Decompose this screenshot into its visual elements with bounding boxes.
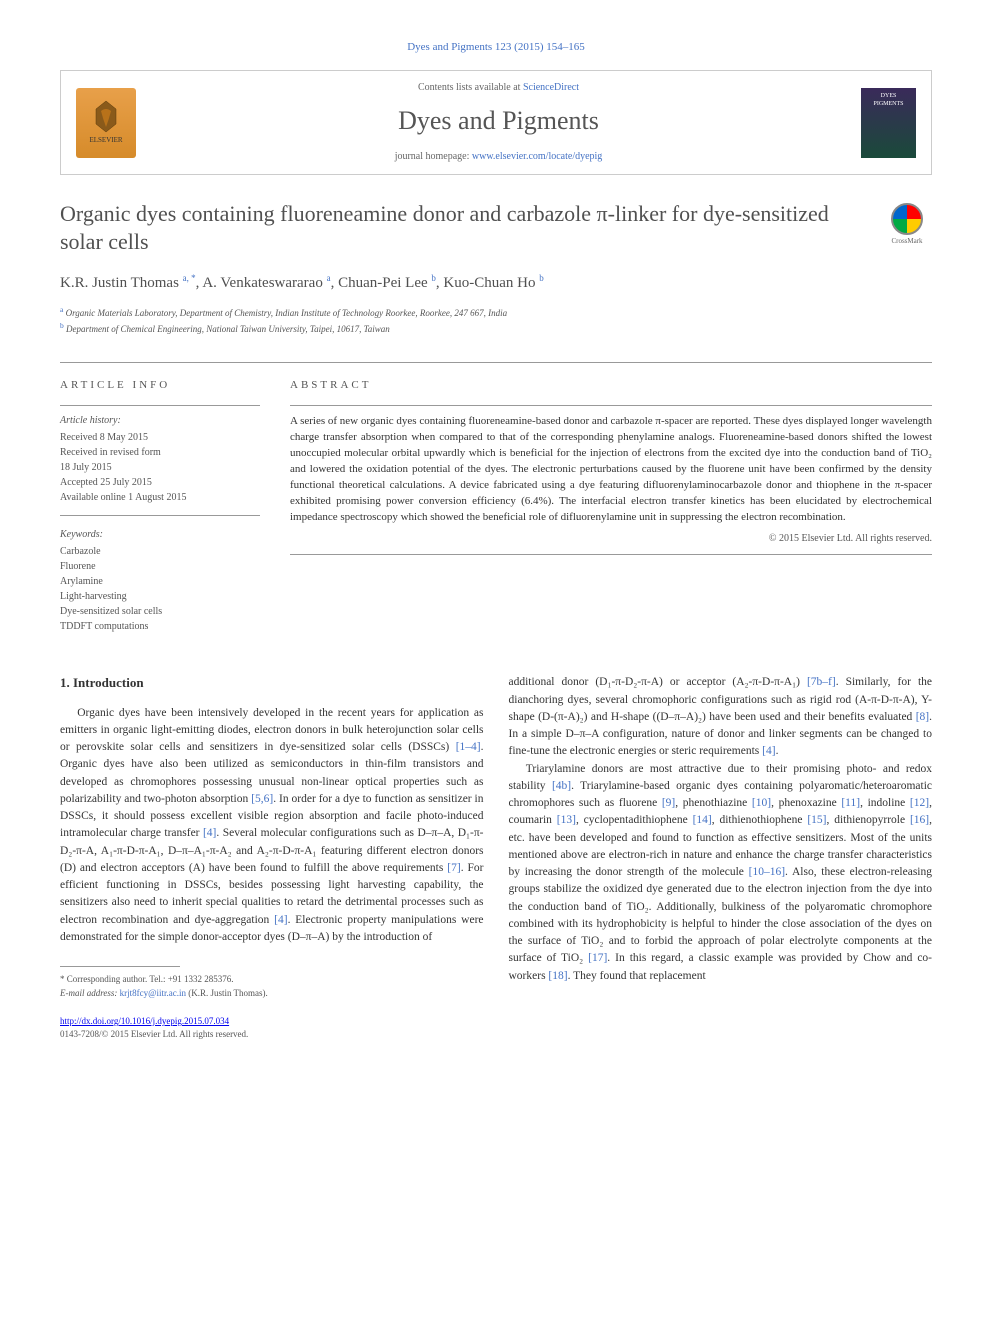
history-list: Received 8 May 2015Received in revised f… xyxy=(60,430,260,505)
reference-link[interactable]: [17] xyxy=(588,952,607,964)
keyword-item: Light-harvesting xyxy=(60,589,260,604)
title-row: Organic dyes containing fluoreneamine do… xyxy=(60,200,932,257)
email-link[interactable]: krjt8fcy@iitr.ac.in xyxy=(120,988,186,998)
left-column: 1. Introduction Organic dyes have been i… xyxy=(60,674,484,1000)
keyword-item: Arylamine xyxy=(60,574,260,589)
reference-link[interactable]: [7b–f] xyxy=(807,676,836,688)
intro-para-1: Organic dyes have been intensively devel… xyxy=(60,705,484,947)
footnote-divider xyxy=(60,966,180,967)
keywords-label: Keywords: xyxy=(60,528,260,542)
abstract-text: A series of new organic dyes containing … xyxy=(290,414,932,526)
corresponding-author: * Corresponding author. Tel.: +91 1332 2… xyxy=(60,973,484,1000)
reference-link[interactable]: [4b] xyxy=(552,780,571,792)
reference-link[interactable]: [9] xyxy=(662,797,675,809)
abstract-col: ABSTRACT A series of new organic dyes co… xyxy=(290,378,932,634)
reference-link[interactable]: [10–16] xyxy=(749,866,785,878)
section-heading: 1. Introduction xyxy=(60,674,484,692)
journal-header: ELSEVIER Contents lists available at Sci… xyxy=(60,70,932,174)
issn-copyright: 0143-7208/© 2015 Elsevier Ltd. All right… xyxy=(60,1028,932,1041)
keyword-item: Fluorene xyxy=(60,559,260,574)
intro-para-2: additional donor (D₁-π-D₂-π-A) or accept… xyxy=(509,674,933,760)
reference-link[interactable]: [5,6] xyxy=(251,793,273,805)
elsevier-logo[interactable]: ELSEVIER xyxy=(76,88,136,158)
page-container: Dyes and Pigments 123 (2015) 154–165 ELS… xyxy=(0,0,992,1080)
article-info-heading: ARTICLE INFO xyxy=(60,378,260,393)
keyword-item: Carbazole xyxy=(60,544,260,559)
doi-link[interactable]: http://dx.doi.org/10.1016/j.dyepig.2015.… xyxy=(60,1015,932,1028)
history-item: Received 8 May 2015 xyxy=(60,430,260,445)
homepage-link[interactable]: www.elsevier.com/locate/dyepig xyxy=(472,151,602,162)
reference-link[interactable]: [1–4] xyxy=(456,741,481,753)
divider xyxy=(290,554,932,555)
history-item: Accepted 25 July 2015 xyxy=(60,475,260,490)
keywords-list: CarbazoleFluoreneArylamineLight-harvesti… xyxy=(60,544,260,634)
reference-link[interactable]: [4] xyxy=(203,827,216,839)
info-abstract-row: ARTICLE INFO Article history: Received 8… xyxy=(60,378,932,634)
reference-link[interactable]: [11] xyxy=(841,797,860,809)
history-item: 18 July 2015 xyxy=(60,460,260,475)
keyword-item: Dye-sensitized solar cells xyxy=(60,604,260,619)
reference-link[interactable]: [16] xyxy=(910,814,929,826)
reference-link[interactable]: [4] xyxy=(274,914,287,926)
sciencedirect-link[interactable]: ScienceDirect xyxy=(523,82,579,93)
divider xyxy=(60,405,260,406)
journal-cover-thumb[interactable]: DYES PIGMENTS xyxy=(861,88,916,158)
affiliations-block: a Organic Materials Laboratory, Departme… xyxy=(60,304,932,337)
reference-link[interactable]: [15] xyxy=(807,814,826,826)
intro-para-3: Triarylamine donors are most attractive … xyxy=(509,761,933,985)
elsevier-label: ELSEVIER xyxy=(89,136,122,146)
history-label: Article history: xyxy=(60,414,260,428)
article-info-col: ARTICLE INFO Article history: Received 8… xyxy=(60,378,260,634)
history-item: Received in revised form xyxy=(60,445,260,460)
reference-link[interactable]: [7] xyxy=(447,862,460,874)
body-columns: 1. Introduction Organic dyes have been i… xyxy=(60,674,932,1000)
reference-link[interactable]: [12] xyxy=(910,797,929,809)
divider xyxy=(60,362,932,363)
reference-link[interactable]: [10] xyxy=(752,797,771,809)
abstract-copyright: © 2015 Elsevier Ltd. All rights reserved… xyxy=(290,532,932,546)
affiliation: a Organic Materials Laboratory, Departme… xyxy=(60,304,932,321)
keyword-item: TDDFT computations xyxy=(60,619,260,634)
reference-link[interactable]: [4] xyxy=(762,745,775,757)
authors-line: K.R. Justin Thomas a, *, A. Venkateswara… xyxy=(60,272,932,294)
divider xyxy=(290,405,932,406)
article-title: Organic dyes containing fluoreneamine do… xyxy=(60,200,862,257)
reference-link[interactable]: [13] xyxy=(557,814,576,826)
contents-available: Contents lists available at ScienceDirec… xyxy=(136,81,861,95)
reference-link[interactable]: [14] xyxy=(693,814,712,826)
journal-reference: Dyes and Pigments 123 (2015) 154–165 xyxy=(60,40,932,55)
reference-link[interactable]: [18] xyxy=(548,970,567,982)
divider xyxy=(60,515,260,516)
right-column: additional donor (D₁-π-D₂-π-A) or accept… xyxy=(509,674,933,1000)
homepage-line: journal homepage: www.elsevier.com/locat… xyxy=(136,150,861,164)
crossmark-label: CrossMark xyxy=(891,237,922,247)
journal-name: Dyes and Pigments xyxy=(136,103,861,139)
header-center: Contents lists available at ScienceDirec… xyxy=(136,81,861,163)
reference-link[interactable]: [8] xyxy=(916,711,929,723)
affiliation: b Department of Chemical Engineering, Na… xyxy=(60,320,932,337)
crossmark-badge[interactable]: CrossMark xyxy=(882,200,932,250)
abstract-heading: ABSTRACT xyxy=(290,378,932,393)
crossmark-icon xyxy=(891,203,923,235)
history-item: Available online 1 August 2015 xyxy=(60,490,260,505)
